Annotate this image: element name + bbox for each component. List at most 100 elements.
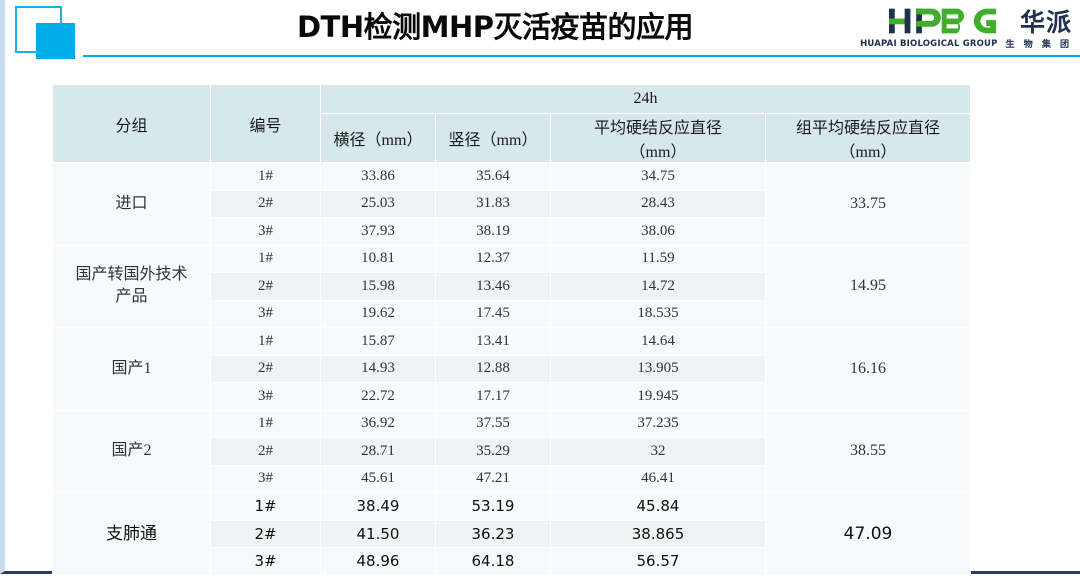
logo-brand-chinese: 华派 [1019, 8, 1072, 37]
sample-id-cell: 2# [210, 189, 321, 218]
horizontal-diameter-cell: 15.98 [320, 272, 436, 301]
vertical-diameter-cell: 37.55 [435, 409, 551, 438]
sample-id-cell: 2# [210, 272, 321, 301]
sample-id-cell: 3# [210, 547, 321, 576]
group-name-cell: 国产1 [52, 327, 211, 411]
table-row: 3# 37.93 38.19 38.06 [53, 217, 971, 246]
group-mean-cell: 16.16 [765, 327, 971, 411]
sample-id-cell: 2# [210, 437, 321, 466]
sample-id-cell: 3# [210, 382, 321, 411]
horizontal-diameter-cell: 15.87 [320, 327, 436, 356]
vertical-diameter-cell: 12.37 [435, 244, 551, 273]
vertical-diameter-cell: 17.17 [435, 382, 551, 411]
mean-induration-cell: 14.64 [550, 327, 766, 356]
horizontal-diameter-cell: 41.50 [320, 519, 436, 548]
sample-id-cell: 2# [210, 354, 321, 383]
vertical-diameter-cell: 38.19 [435, 217, 551, 246]
col-header-horizontal-diameter: 横径（mm） [320, 113, 436, 163]
horizontal-diameter-cell: 14.93 [320, 354, 436, 383]
decorative-filled-square-icon [36, 23, 75, 59]
col-header-group: 分组 [52, 84, 211, 163]
mean-induration-cell: 14.72 [550, 272, 766, 301]
company-logo: 华派 HUAPAI BIOLOGICAL GROUP 生 物 集 团 [854, 5, 1072, 51]
mean-induration-cell: 19.945 [550, 382, 766, 411]
col-header-group-mean-line1: 组平均硬结反应直径 [795, 120, 940, 137]
table-row: 支肺通 1# 38.49 53.19 45.84 47.09 [52, 492, 971, 576]
col-header-timepoint: 24h [320, 84, 971, 114]
dth-results-table: 分组 编号 24h 横径（mm） 竖径（mm） 平均硬结反应直径 （mm） 组平… [52, 84, 971, 576]
table-header-row-sub: 横径（mm） 竖径（mm） 平均硬结反应直径 （mm） 组平均硬结反应直径 （m… [53, 113, 971, 163]
col-header-mean-line2: （mm） [629, 144, 687, 161]
group-mean-cell: 14.95 [765, 244, 971, 328]
table-row: 3# 45.61 47.21 46.41 [53, 464, 971, 493]
table-row: 国产2 1# 36.92 37.55 37.235 38.55 [52, 409, 971, 493]
table-header-row-top: 分组 编号 24h [52, 84, 971, 163]
table-row: 2# 28.71 35.29 32 [53, 437, 971, 466]
mean-induration-cell: 45.84 [550, 492, 766, 521]
group-name-line: 国产转国外技术 [75, 266, 188, 284]
title-underline-rule [83, 55, 1080, 57]
horizontal-diameter-cell: 19.62 [320, 299, 436, 328]
group-mean-cell: 38.55 [765, 409, 971, 493]
group-name-line: 国产1 [111, 359, 152, 377]
group-name-line: 国产2 [111, 442, 152, 460]
sample-id-cell: 3# [210, 217, 321, 246]
col-header-vertical-diameter: 竖径（mm） [435, 113, 551, 163]
vertical-diameter-cell: 35.29 [435, 437, 551, 466]
table-row: 3# 19.62 17.45 18.535 [53, 299, 971, 328]
logo-subtitle-english: HUAPAI BIOLOGICAL GROUP [860, 38, 998, 49]
table-body: 进口 1# 33.86 35.64 34.75 33.75 2# 25.03 31.83 28.4… [52, 162, 971, 576]
vertical-diameter-cell: 13.46 [435, 272, 551, 301]
mean-induration-cell: 56.57 [550, 547, 766, 576]
page-title: DTH检测MHP灭活疫苗的应用 [296, 10, 694, 44]
horizontal-diameter-cell: 33.86 [320, 162, 436, 191]
hpbg-logo-mark-icon [889, 8, 997, 34]
mean-induration-cell: 32 [550, 437, 766, 466]
group-name-line: 产品 [115, 288, 148, 306]
group-mean-cell: 33.75 [765, 162, 971, 246]
col-header-mean-induration-diameter: 平均硬结反应直径 （mm） [550, 113, 766, 163]
vertical-diameter-cell: 12.88 [435, 354, 551, 383]
sample-id-cell: 1# [210, 409, 321, 438]
mean-induration-cell: 34.75 [550, 162, 766, 191]
table-row: 2# 14.93 12.88 13.905 [53, 354, 971, 383]
vertical-diameter-cell: 47.21 [435, 464, 551, 493]
table-row: 进口 1# 33.86 35.64 34.75 33.75 [52, 162, 971, 246]
vertical-diameter-cell: 36.23 [435, 519, 551, 548]
table-row: 2# 15.98 13.46 14.72 [53, 272, 971, 301]
logo-main-row: 华派 [854, 5, 1072, 35]
sample-id-cell: 2# [210, 519, 321, 548]
vertical-diameter-cell: 53.19 [435, 492, 551, 521]
horizontal-diameter-cell: 45.61 [320, 464, 436, 493]
logo-subtitle-chinese: 生 物 集 团 [1005, 40, 1072, 50]
sample-id-cell: 1# [210, 327, 321, 356]
vertical-diameter-cell: 31.83 [435, 189, 551, 218]
sample-id-cell: 1# [210, 244, 321, 273]
mean-induration-cell: 11.59 [550, 244, 766, 273]
horizontal-diameter-cell: 22.72 [320, 382, 436, 411]
vertical-diameter-cell: 17.45 [435, 299, 551, 328]
group-name-cell: 支肺通 [52, 492, 211, 576]
table-head: 分组 编号 24h 横径（mm） 竖径（mm） 平均硬结反应直径 （mm） 组平… [52, 84, 971, 163]
horizontal-diameter-cell: 28.71 [320, 437, 436, 466]
sample-id-cell: 1# [210, 492, 321, 521]
mean-induration-cell: 46.41 [550, 464, 766, 493]
group-name-cell: 国产转国外技术 产品 [52, 244, 211, 328]
horizontal-diameter-cell: 48.96 [320, 547, 436, 576]
mean-induration-cell: 18.535 [550, 299, 766, 328]
col-header-group-mean-induration-diameter: 组平均硬结反应直径 （mm） [765, 113, 971, 163]
vertical-diameter-cell: 35.64 [435, 162, 551, 191]
table-row: 国产转国外技术 产品 1# 10.81 12.37 11.59 14.95 [52, 244, 971, 328]
table-row: 2# 41.50 36.23 38.865 [53, 519, 971, 548]
table-row: 3# 22.72 17.17 19.945 [53, 382, 971, 411]
group-name-cell: 进口 [52, 162, 211, 246]
table-row: 3# 48.96 64.18 56.57 [53, 547, 971, 576]
mean-induration-cell: 38.865 [550, 519, 766, 548]
sample-id-cell: 3# [210, 464, 321, 493]
mean-induration-cell: 38.06 [550, 217, 766, 246]
table-row: 2# 25.03 31.83 28.43 [53, 189, 971, 218]
group-name-line: 支肺通 [106, 523, 157, 544]
mean-induration-cell: 28.43 [550, 189, 766, 218]
slide-header: DTH检测MHP灭活疫苗的应用 [5, 0, 1080, 62]
